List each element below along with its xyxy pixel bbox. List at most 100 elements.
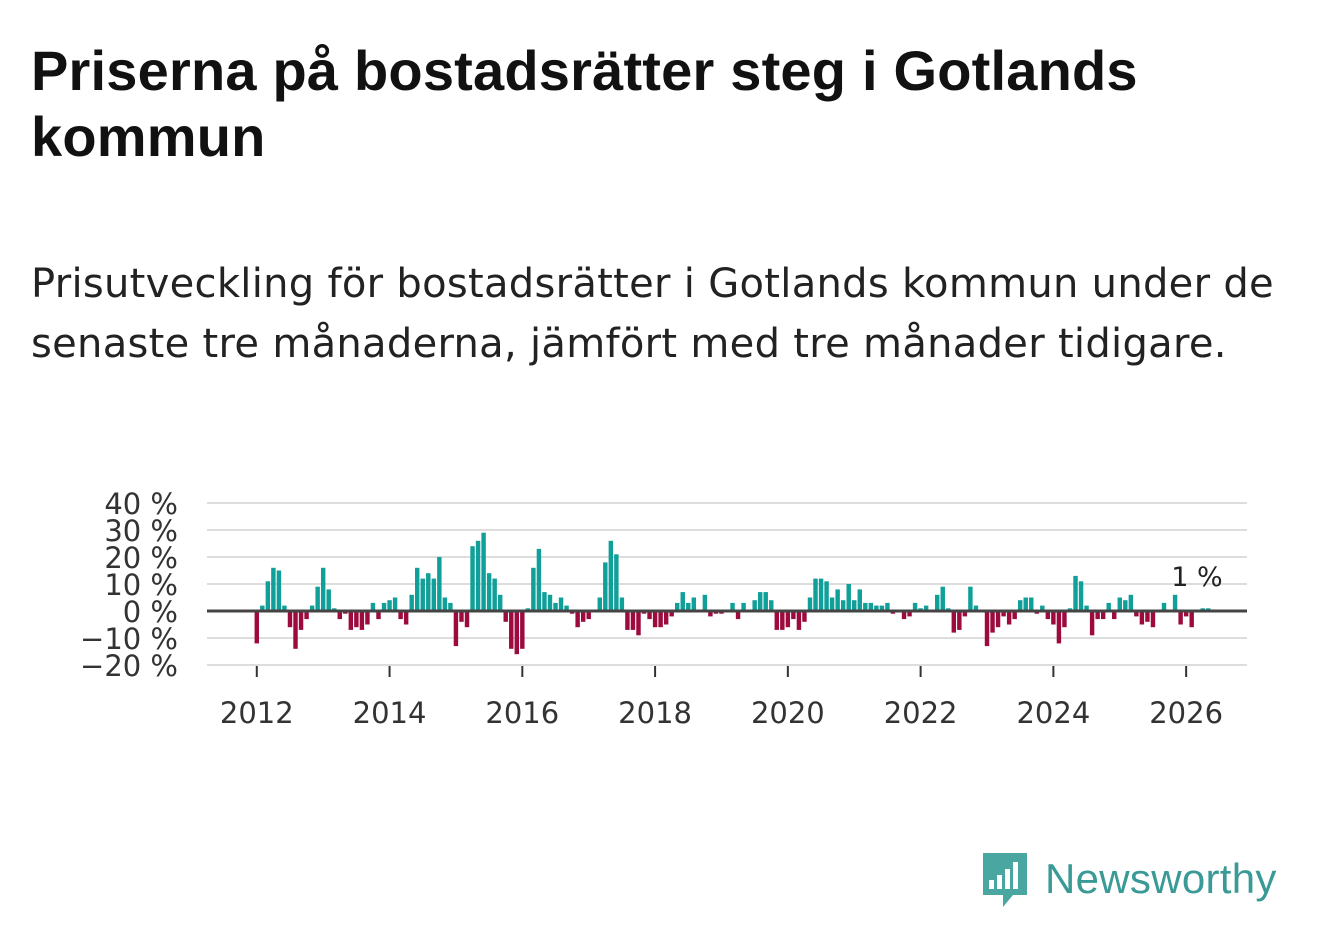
bar — [282, 605, 287, 611]
bar — [802, 611, 807, 622]
bar — [398, 611, 403, 620]
bar — [885, 602, 890, 611]
bar — [304, 611, 309, 620]
bar — [1001, 611, 1006, 617]
bar — [315, 586, 320, 611]
x-tick-label: 2024 — [1016, 696, 1090, 730]
bar — [796, 611, 802, 630]
bar — [509, 611, 514, 649]
bar — [935, 594, 940, 611]
bar — [442, 597, 448, 611]
bar — [1078, 581, 1084, 611]
bar — [553, 602, 558, 611]
bar — [984, 611, 990, 647]
bar — [536, 548, 542, 611]
bar — [912, 602, 918, 611]
bar — [580, 611, 586, 622]
bar — [365, 611, 370, 625]
bar — [824, 581, 829, 611]
bar — [1161, 602, 1167, 611]
bar — [1150, 611, 1156, 628]
bar — [1139, 611, 1145, 625]
bar — [968, 586, 973, 611]
bar — [597, 597, 602, 611]
bar — [675, 602, 680, 611]
bar — [492, 578, 497, 611]
latest-value-annotation: 1 % — [1171, 562, 1222, 593]
bar — [785, 611, 791, 628]
bar — [763, 592, 768, 611]
bar — [691, 597, 697, 611]
newsworthy-logo: Newsworthy — [981, 849, 1277, 909]
bar — [464, 611, 470, 628]
bar — [1189, 611, 1194, 628]
bar — [514, 611, 519, 655]
bar — [293, 611, 298, 649]
bar — [923, 605, 929, 611]
bar — [309, 605, 315, 611]
brand-name: Newsworthy — [1045, 855, 1277, 902]
bar — [348, 611, 354, 630]
bar — [603, 562, 608, 611]
bar — [663, 611, 669, 625]
bar — [708, 611, 713, 617]
bar — [990, 611, 995, 633]
bar — [486, 573, 492, 611]
newsworthy-logo-icon — [983, 853, 1027, 907]
bar — [951, 611, 957, 633]
bar — [1073, 575, 1078, 611]
bar — [1106, 602, 1111, 611]
bar — [326, 589, 331, 611]
bar — [846, 584, 851, 611]
bar — [1134, 611, 1139, 617]
y-tick-label: 30 % — [104, 514, 178, 548]
bar — [1012, 611, 1017, 620]
bar — [437, 557, 442, 611]
y-tick-label: 0 % — [123, 595, 178, 629]
bar — [680, 592, 685, 611]
bar — [669, 611, 674, 617]
bar — [497, 594, 503, 611]
y-tick-label: −20 % — [80, 649, 178, 683]
bar — [901, 611, 907, 620]
bar — [260, 605, 265, 611]
bar — [298, 611, 304, 630]
bar — [1006, 611, 1012, 625]
gridlines — [207, 502, 1247, 666]
bar — [564, 605, 569, 611]
bar — [403, 611, 409, 625]
bar — [409, 594, 414, 611]
bar — [320, 567, 326, 611]
bar — [813, 578, 818, 611]
bar — [287, 611, 293, 628]
x-tick-label: 2018 — [618, 696, 692, 730]
bar — [840, 600, 846, 611]
bar — [359, 611, 365, 630]
bar — [829, 597, 835, 611]
bar — [1123, 600, 1128, 611]
bar — [1183, 611, 1189, 617]
bar — [608, 540, 614, 611]
x-axis: 2012 2014 2016 2018 2020 2022 2024 2026 — [220, 666, 1223, 730]
bar — [426, 573, 431, 611]
bar — [752, 600, 757, 611]
bar — [1029, 597, 1034, 611]
bar — [1056, 611, 1062, 644]
bar — [337, 611, 342, 620]
bar — [547, 594, 553, 611]
chart-title: Priserna på bostadsrätter steg i Gotland… — [31, 39, 1138, 168]
chart-subtitle: Prisutveckling för bostadsrätter i Gotla… — [31, 261, 1274, 367]
bar — [874, 605, 879, 611]
price-change-chart: 40 %30 %20 %10 %0 %−10 %−20 % 2012 2014 20… — [80, 487, 1247, 730]
bar — [818, 578, 824, 611]
bar — [381, 602, 387, 611]
bar — [376, 611, 381, 620]
x-tick-label: 2022 — [884, 696, 958, 730]
bars — [207, 532, 1247, 655]
bar — [1100, 611, 1106, 620]
bar — [1017, 600, 1023, 611]
bar — [774, 611, 779, 630]
bar — [470, 546, 475, 611]
y-tick-label: −10 % — [80, 622, 178, 656]
bar — [520, 611, 525, 649]
